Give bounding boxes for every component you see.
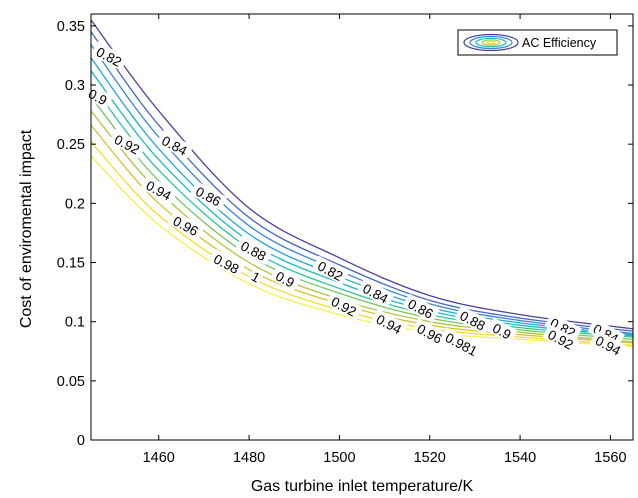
y-tick-label: 0.2 xyxy=(65,196,85,212)
y-axis-ticks: 0 0.05 0.1 0.15 0.2 0.25 0.3 0.35 xyxy=(57,19,633,449)
legend-contour-icon xyxy=(463,33,519,52)
legend: AC Efficiency xyxy=(457,29,618,56)
x-tick-label: 1480 xyxy=(233,450,265,466)
contour-label: 1 xyxy=(247,266,265,286)
legend-label: AC Efficiency xyxy=(522,36,597,50)
x-axis-title: Gas turbine inlet temperature/K xyxy=(251,478,474,495)
contour-line-0-84 xyxy=(90,31,634,332)
y-axis-title: Cost of enviromental impact xyxy=(18,129,35,328)
contour-line-0-94 xyxy=(90,96,634,341)
x-axis-ticks: 1460 1480 1500 1520 1540 1560 xyxy=(143,14,627,466)
x-tick-label: 1560 xyxy=(594,450,626,466)
y-tick-label: 0.35 xyxy=(57,19,85,35)
contour-line-1-02 xyxy=(90,155,634,348)
y-tick-label: 0.3 xyxy=(65,78,85,94)
y-tick-label: 0.1 xyxy=(65,315,85,331)
x-tick-label: 1500 xyxy=(323,450,355,466)
y-tick-label: 0.05 xyxy=(57,374,85,390)
y-tick-label: 0.15 xyxy=(57,256,85,272)
plot-area-frame xyxy=(90,13,634,441)
contour-line-0-92 xyxy=(90,83,634,338)
y-tick-label: 0.25 xyxy=(57,137,85,153)
y-tick-label: 0 xyxy=(77,433,85,449)
contour-line-0-82 xyxy=(90,19,634,330)
x-tick-label: 1520 xyxy=(414,450,446,466)
x-tick-label: 1540 xyxy=(504,450,536,466)
x-tick-label: 1460 xyxy=(143,450,175,466)
